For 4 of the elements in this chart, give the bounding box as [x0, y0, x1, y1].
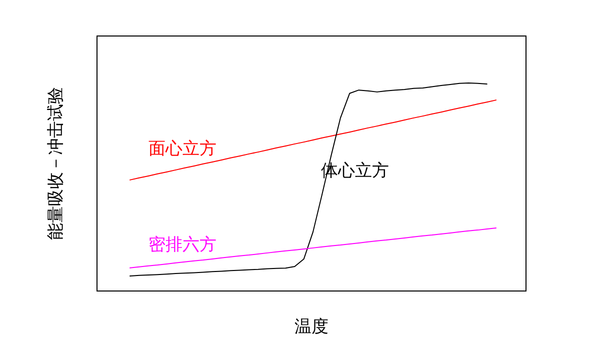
y-axis-title: 能量吸收－冲击试验 — [46, 87, 66, 240]
series-label: 密排六方 — [148, 234, 216, 255]
x-axis-title: 温度 — [294, 317, 328, 337]
series-label: 面心立方 — [148, 138, 216, 159]
